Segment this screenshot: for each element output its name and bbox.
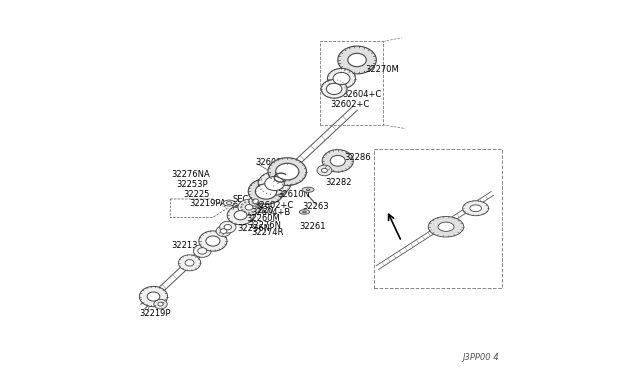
Text: 32253P: 32253P <box>176 180 208 189</box>
Ellipse shape <box>265 176 284 190</box>
Text: 32213: 32213 <box>171 241 198 250</box>
Text: 32276NA: 32276NA <box>171 170 210 179</box>
Text: 32263: 32263 <box>303 202 329 211</box>
Text: 32274R: 32274R <box>252 228 284 237</box>
Ellipse shape <box>338 46 376 74</box>
Text: 32225: 32225 <box>183 190 209 199</box>
Ellipse shape <box>249 196 262 206</box>
Ellipse shape <box>463 201 488 216</box>
Ellipse shape <box>244 212 246 213</box>
Ellipse shape <box>256 207 258 208</box>
Text: 32282: 32282 <box>325 178 352 187</box>
Text: 32608+C: 32608+C <box>255 157 294 167</box>
Text: 32219P: 32219P <box>140 310 171 318</box>
Text: (32319X): (32319X) <box>231 203 264 209</box>
Text: J3PP00 4: J3PP00 4 <box>463 353 499 362</box>
Ellipse shape <box>154 299 167 309</box>
Text: 32602+C: 32602+C <box>254 201 293 209</box>
Ellipse shape <box>428 217 464 237</box>
Text: 32236N: 32236N <box>237 224 271 233</box>
Ellipse shape <box>333 73 350 84</box>
Text: 32602+C: 32602+C <box>330 100 370 109</box>
Text: 32604+B: 32604+B <box>251 208 291 218</box>
Ellipse shape <box>307 189 310 190</box>
Ellipse shape <box>255 209 257 211</box>
Text: 32270M: 32270M <box>365 65 399 74</box>
Ellipse shape <box>252 202 254 203</box>
Ellipse shape <box>302 187 314 192</box>
Ellipse shape <box>193 244 211 257</box>
Ellipse shape <box>258 172 291 195</box>
Ellipse shape <box>321 168 328 173</box>
Ellipse shape <box>328 68 356 89</box>
Ellipse shape <box>248 212 250 214</box>
Ellipse shape <box>268 158 307 186</box>
Ellipse shape <box>317 165 332 176</box>
Ellipse shape <box>185 260 194 266</box>
Ellipse shape <box>303 211 307 213</box>
Ellipse shape <box>223 200 235 206</box>
Ellipse shape <box>220 229 227 234</box>
Bar <box>320 41 383 125</box>
Ellipse shape <box>227 202 232 204</box>
Ellipse shape <box>245 205 253 210</box>
Ellipse shape <box>241 207 242 208</box>
Ellipse shape <box>252 212 254 213</box>
Text: 32219PA: 32219PA <box>189 199 227 208</box>
Text: 32286: 32286 <box>344 153 371 162</box>
Text: 32610N: 32610N <box>277 190 310 199</box>
Ellipse shape <box>199 231 227 251</box>
Ellipse shape <box>179 255 201 271</box>
Ellipse shape <box>238 199 260 215</box>
Text: 32220: 32220 <box>247 206 273 215</box>
Ellipse shape <box>300 210 310 214</box>
Text: 32260M: 32260M <box>246 214 280 222</box>
Ellipse shape <box>252 199 259 204</box>
Text: 32276N: 32276N <box>249 221 282 230</box>
Ellipse shape <box>348 53 366 67</box>
Ellipse shape <box>227 206 254 225</box>
Ellipse shape <box>241 209 243 211</box>
Ellipse shape <box>158 302 163 306</box>
Ellipse shape <box>438 222 454 231</box>
Ellipse shape <box>198 248 207 254</box>
Ellipse shape <box>255 204 257 205</box>
Ellipse shape <box>234 211 247 220</box>
Ellipse shape <box>326 83 342 94</box>
Ellipse shape <box>216 226 231 237</box>
Ellipse shape <box>470 205 481 212</box>
Ellipse shape <box>206 236 220 246</box>
Text: 32604+C: 32604+C <box>342 90 381 99</box>
Ellipse shape <box>244 202 246 203</box>
Ellipse shape <box>330 155 345 166</box>
Bar <box>374 149 502 288</box>
Text: SEC321: SEC321 <box>232 195 264 204</box>
Ellipse shape <box>322 150 353 172</box>
Ellipse shape <box>255 184 276 199</box>
Text: 32261: 32261 <box>299 222 325 231</box>
Ellipse shape <box>248 201 250 202</box>
Ellipse shape <box>220 221 236 233</box>
Ellipse shape <box>224 224 232 230</box>
Ellipse shape <box>248 179 284 204</box>
Ellipse shape <box>276 163 299 180</box>
Ellipse shape <box>321 80 347 98</box>
Ellipse shape <box>140 286 168 307</box>
Ellipse shape <box>241 204 243 205</box>
Ellipse shape <box>147 292 160 301</box>
